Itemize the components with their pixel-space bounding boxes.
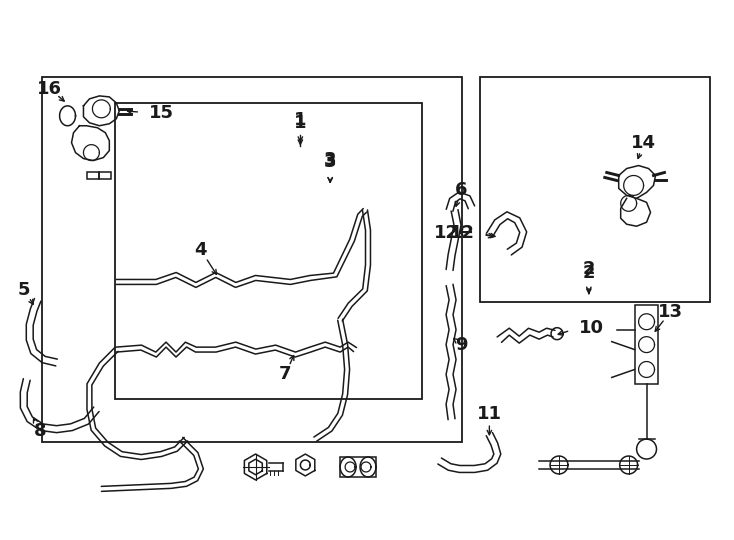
Text: 2: 2 [583, 264, 595, 282]
Text: 16: 16 [37, 80, 62, 98]
Text: 2: 2 [583, 260, 595, 278]
Bar [87, 172, 99, 179]
Text: 9: 9 [455, 336, 468, 354]
Text: 12: 12 [449, 224, 474, 242]
Text: 13: 13 [658, 303, 683, 321]
Bar [115, 104, 422, 399]
Text: 7: 7 [279, 366, 291, 383]
Bar [42, 77, 462, 442]
Text: 4: 4 [195, 241, 207, 259]
Text: 5: 5 [18, 281, 30, 299]
Bar [635, 305, 658, 384]
Bar [99, 172, 112, 179]
Text: 12←: 12← [435, 224, 474, 242]
Text: 8: 8 [33, 422, 46, 440]
Bar [480, 77, 711, 302]
Text: 15: 15 [149, 104, 174, 122]
Text: 11: 11 [477, 405, 502, 423]
Bar [340, 457, 376, 477]
Text: 10: 10 [579, 319, 604, 337]
Text: 3: 3 [324, 151, 336, 168]
Text: 1: 1 [294, 111, 307, 129]
Text: 6: 6 [455, 181, 468, 199]
Text: 1: 1 [294, 114, 307, 132]
Text: 14: 14 [631, 134, 656, 152]
Text: 3: 3 [324, 152, 336, 171]
